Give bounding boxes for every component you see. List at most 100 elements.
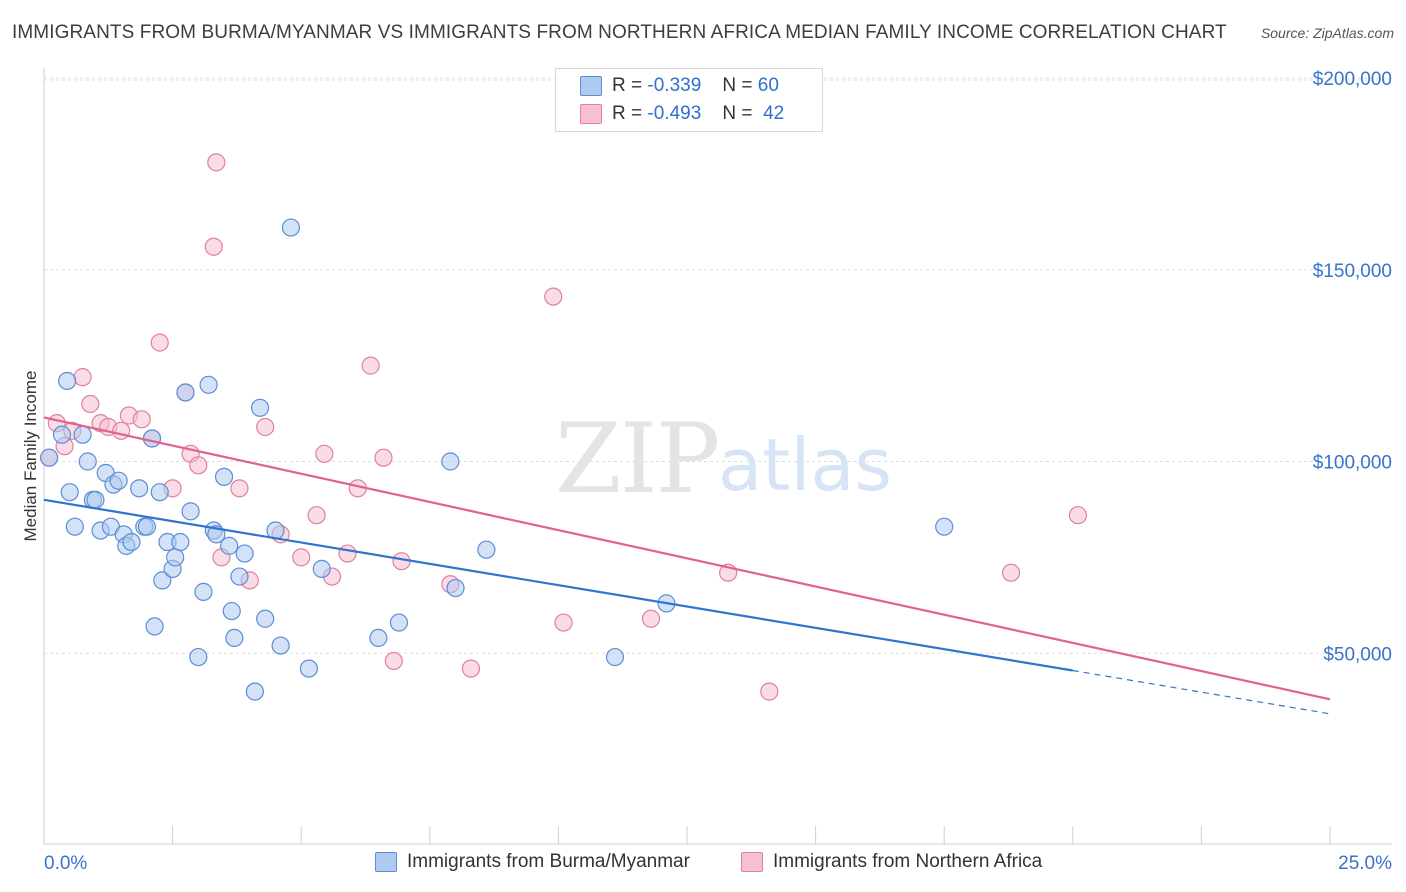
point-northern-africa xyxy=(384,651,403,671)
watermark-zip: ZIP xyxy=(555,403,718,515)
point-burma xyxy=(130,479,149,498)
legend-r-label: R = xyxy=(612,75,643,96)
point-burma xyxy=(225,628,244,648)
legend-n-label: N = xyxy=(722,103,753,124)
point-burma xyxy=(65,517,84,536)
point-northern-africa xyxy=(81,394,100,414)
point-northern-africa xyxy=(1001,563,1021,582)
point-burma xyxy=(171,532,190,552)
y-tick-label: $50,000 xyxy=(1323,644,1392,665)
point-burma xyxy=(222,601,241,621)
bottom-legend-northern-africa: Immigrants from Northern Africa xyxy=(741,851,1042,873)
point-northern-africa xyxy=(150,333,169,352)
point-burma xyxy=(137,517,156,536)
trend-line-northern-africa xyxy=(43,416,1331,701)
point-northern-africa xyxy=(73,368,92,387)
point-northern-africa xyxy=(361,356,380,375)
legend-r-value: -0.339 xyxy=(647,75,702,96)
point-burma xyxy=(189,647,208,667)
legend-box: R = -0.339 N = 60 R = -0.493 N = 42 xyxy=(555,68,823,132)
point-northern-africa xyxy=(189,456,208,475)
point-northern-africa xyxy=(204,237,223,256)
point-burma xyxy=(312,559,331,578)
chart-title: IMMIGRANTS FROM BURMA/MYANMAR VS IMMIGRA… xyxy=(12,22,1227,43)
chart-source: Source: ZipAtlas.com xyxy=(1260,25,1394,41)
trend-line-burma xyxy=(43,498,1073,672)
point-burma xyxy=(150,483,169,502)
point-burma xyxy=(194,582,213,601)
point-burma xyxy=(446,578,465,598)
y-tick-label: $100,000 xyxy=(1313,453,1392,474)
point-burma xyxy=(230,567,249,586)
y-tick-label: $150,000 xyxy=(1313,261,1392,282)
point-burma xyxy=(477,540,496,559)
point-burma xyxy=(299,659,319,678)
point-northern-africa xyxy=(641,609,661,628)
point-burma xyxy=(142,429,162,448)
bottom-legend-label-burma: Immigrants from Burma/Myanmar xyxy=(407,851,690,872)
point-northern-africa xyxy=(292,548,311,567)
point-northern-africa xyxy=(132,410,151,429)
watermark-atlas: atlas xyxy=(718,423,892,507)
point-northern-africa xyxy=(544,287,563,306)
legend-row-northern-africa: R = -0.493 N = 42 xyxy=(580,102,784,126)
legend-r-label: R = xyxy=(612,103,643,124)
y-axis-label: Median Family Income xyxy=(21,370,40,541)
legend-n-label: N = xyxy=(722,75,753,96)
point-burma xyxy=(166,548,185,567)
point-burma xyxy=(250,398,270,417)
point-burma xyxy=(153,571,172,590)
point-northern-africa xyxy=(760,682,779,701)
point-northern-africa xyxy=(230,479,249,498)
trend-line-burma-extension xyxy=(1072,669,1331,715)
point-burma xyxy=(122,532,141,552)
x-tick-label-end: 25.0% xyxy=(1338,853,1392,874)
point-burma xyxy=(199,375,218,394)
bottom-legend: Immigrants from Burma/Myanmar Immigrants… xyxy=(0,851,1406,877)
point-burma xyxy=(78,452,97,471)
x-tick-label-start: 0.0% xyxy=(44,853,87,874)
point-burma xyxy=(52,425,72,444)
point-northern-africa xyxy=(1068,506,1088,525)
legend-n-value: 60 xyxy=(757,75,779,96)
trend-lines xyxy=(43,416,1331,715)
bottom-legend-label-northern-africa: Immigrants from Northern Africa xyxy=(773,851,1043,872)
point-northern-africa xyxy=(461,659,481,678)
point-northern-africa xyxy=(256,417,275,437)
point-burma xyxy=(281,218,301,237)
bottom-legend-burma: Immigrants from Burma/Myanmar xyxy=(375,851,690,873)
point-burma xyxy=(235,544,254,563)
point-northern-africa xyxy=(112,421,131,440)
y-tick-label: $200,000 xyxy=(1313,69,1392,90)
point-northern-africa xyxy=(307,506,326,525)
point-northern-africa xyxy=(338,544,357,563)
legend-row-burma: R = -0.339 N = 60 xyxy=(580,74,779,98)
point-burma xyxy=(220,536,239,555)
point-burma xyxy=(176,383,195,402)
point-burma xyxy=(271,636,290,655)
tick-labels: $50,000 $100,000 $150,000 $200,000 0.0% 25.0% xyxy=(44,69,1392,874)
bottom-legend-swatch-blue xyxy=(375,852,397,872)
point-burma xyxy=(181,502,200,521)
point-burma xyxy=(214,467,234,486)
point-northern-africa xyxy=(554,613,573,632)
point-burma xyxy=(441,452,460,471)
point-burma xyxy=(245,682,265,701)
legend-n-value: 42 xyxy=(763,103,785,124)
legend-swatch-pink xyxy=(580,104,602,124)
point-northern-africa xyxy=(207,153,226,172)
point-burma xyxy=(389,613,409,632)
point-burma xyxy=(60,483,79,502)
point-northern-africa xyxy=(374,448,393,467)
point-burma xyxy=(109,471,128,490)
point-burma xyxy=(73,425,92,444)
legend-swatch-blue xyxy=(580,76,602,96)
point-burma xyxy=(605,647,625,667)
legend-r-value: -0.493 xyxy=(647,103,702,124)
point-northern-africa xyxy=(315,444,334,463)
bottom-legend-swatch-pink xyxy=(741,852,763,872)
point-burma xyxy=(58,371,77,391)
gridlines xyxy=(44,77,1392,654)
point-burma xyxy=(369,628,388,648)
